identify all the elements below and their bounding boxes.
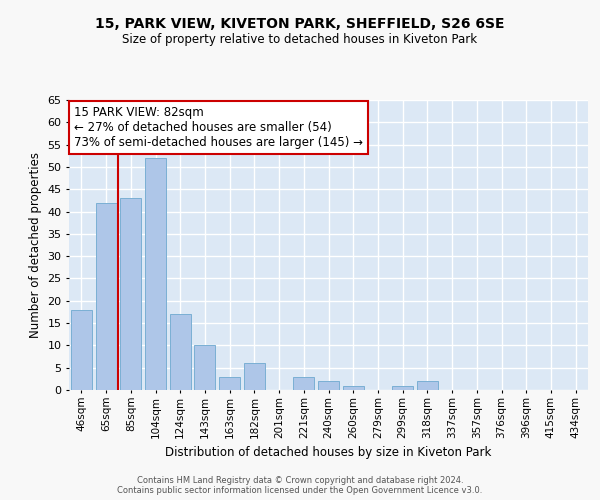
Text: Size of property relative to detached houses in Kiveton Park: Size of property relative to detached ho… (122, 32, 478, 46)
Bar (244, 363, 265, 390)
Bar (343, 386, 364, 390)
Text: Contains HM Land Registry data © Crown copyright and database right 2024.
Contai: Contains HM Land Registry data © Crown c… (118, 476, 482, 495)
Bar (318, 381, 339, 390)
Bar (145, 158, 166, 390)
Bar (170, 314, 191, 390)
Bar (392, 386, 413, 390)
Bar (219, 376, 240, 390)
Bar (293, 376, 314, 390)
Bar (120, 198, 141, 390)
Bar (95, 202, 116, 390)
Bar (194, 346, 215, 390)
Bar (417, 381, 438, 390)
X-axis label: Distribution of detached houses by size in Kiveton Park: Distribution of detached houses by size … (166, 446, 491, 459)
Text: 15 PARK VIEW: 82sqm
← 27% of detached houses are smaller (54)
73% of semi-detach: 15 PARK VIEW: 82sqm ← 27% of detached ho… (74, 106, 363, 149)
Text: 15, PARK VIEW, KIVETON PARK, SHEFFIELD, S26 6SE: 15, PARK VIEW, KIVETON PARK, SHEFFIELD, … (95, 18, 505, 32)
Bar (71, 310, 92, 390)
Y-axis label: Number of detached properties: Number of detached properties (29, 152, 41, 338)
